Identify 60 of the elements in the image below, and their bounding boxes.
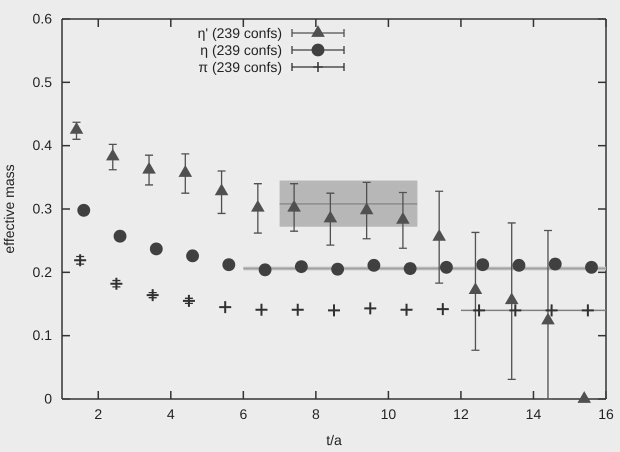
point [290,302,305,317]
point [508,303,522,318]
point [327,303,341,318]
point [400,302,414,317]
x-tick-label: 8 [312,406,320,422]
y-axis-title: effective mass [1,164,17,254]
point [142,162,156,174]
legend-label: π (239 confs) [198,59,282,75]
point [146,288,160,302]
point [70,122,84,134]
y-tick-label: 0.6 [32,10,52,26]
point [363,301,378,316]
legend-label: η (239 confs) [200,42,282,58]
point [77,204,90,217]
y-tick-label: 0 [44,390,52,406]
point [106,148,120,160]
point [396,212,410,224]
x-tick-label: 4 [166,406,175,422]
y-tick-label: 0.2 [32,264,52,280]
point [109,276,124,291]
point [251,200,265,212]
point [222,258,236,272]
y-tick-label: 0.3 [32,200,52,216]
point [404,262,417,275]
x-tick-label: 12 [453,406,469,422]
point [186,249,199,262]
point [182,294,196,308]
point [178,165,192,177]
y-tick-label: 0.4 [32,137,52,154]
point [114,230,126,243]
x-tick-label: 2 [94,406,102,422]
x-tick-label: 14 [526,406,542,422]
x-axis-title: t/a [326,432,342,448]
point [360,202,374,214]
point [476,258,490,272]
point [432,229,446,241]
x-tick-label: 6 [239,406,248,422]
x-tick-label: 16 [598,406,614,422]
legend-label: η' (239 confs) [198,25,282,41]
point [287,200,301,212]
y-tick-label: 0.5 [32,74,52,90]
point [73,253,88,268]
point [218,300,232,314]
point [324,210,338,222]
point [258,263,272,276]
point [472,303,486,318]
point [585,260,598,274]
point [254,302,268,317]
point [331,262,344,276]
point [150,242,163,256]
point [294,260,308,274]
point [544,303,559,318]
x-tick-label: 10 [380,406,396,422]
y-tick-label: 0.1 [32,327,52,344]
point [367,258,380,272]
point [512,258,526,272]
point [580,303,595,318]
point [436,302,450,316]
point [440,260,453,274]
point [214,183,228,196]
